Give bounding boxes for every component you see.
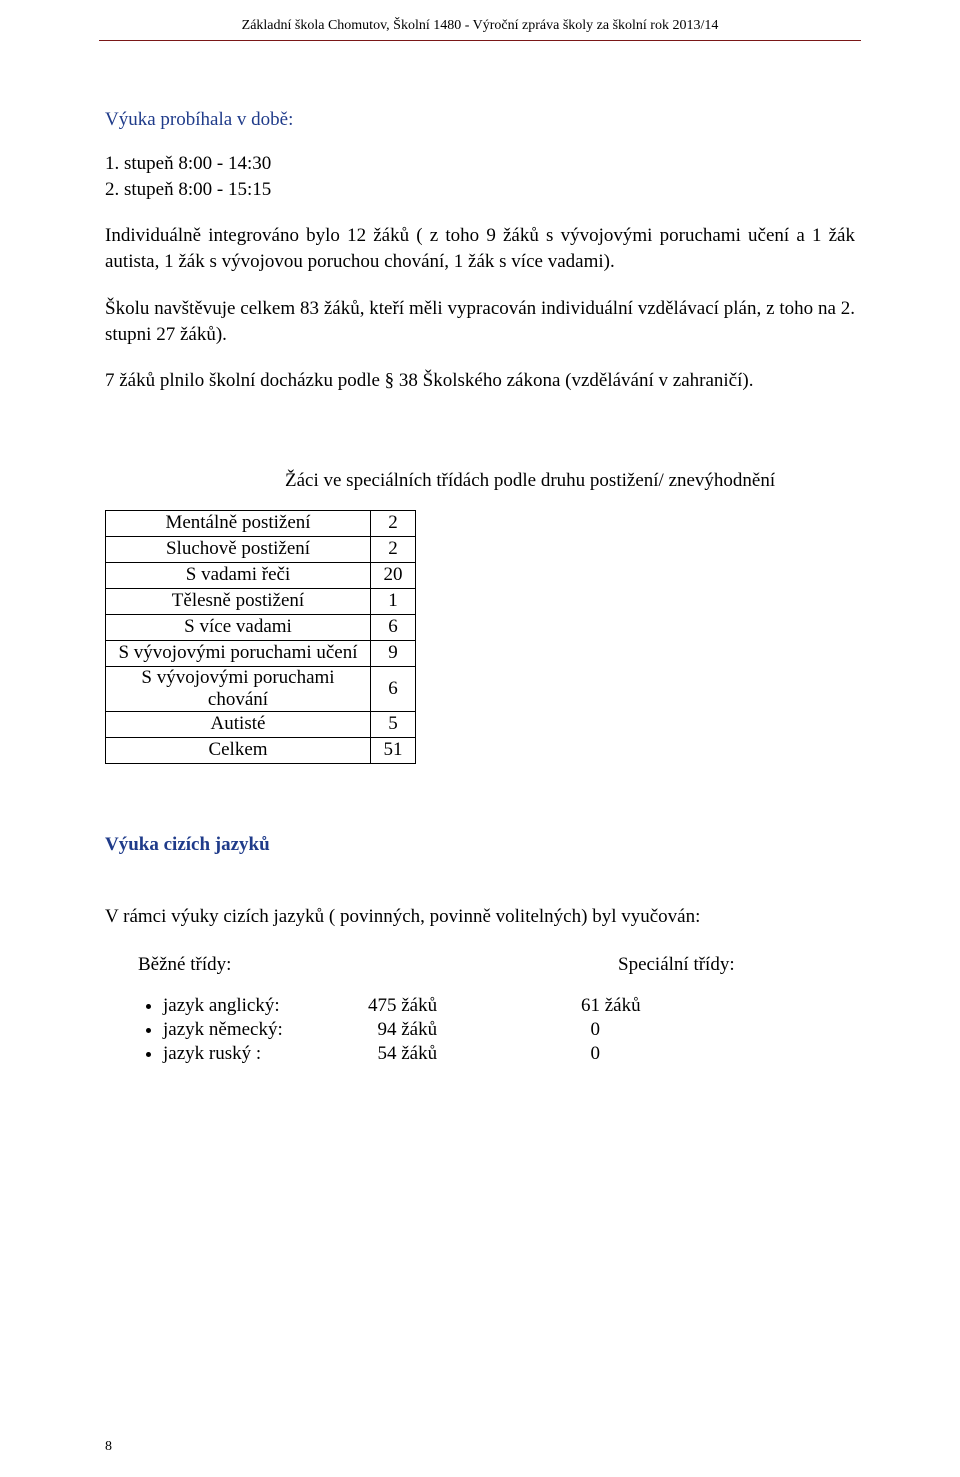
table-cell-value: 2 (371, 510, 416, 536)
languages-list: jazyk anglický: 475 žáků 61 žáků jazyk n… (105, 994, 855, 1066)
paragraph-1: Individuálně integrováno bylo 12 žáků ( … (105, 223, 855, 274)
header-rule (99, 40, 861, 41)
table-row: Celkem 51 (106, 737, 416, 763)
table-cell-label: Tělesně postižení (106, 588, 371, 614)
paragraph-3: 7 žáků plnilo školní docházku podle § 38… (105, 370, 855, 392)
table-cell-value: 1 (371, 588, 416, 614)
lang-name: jazyk ruský : (163, 1043, 368, 1065)
running-header: Základní škola Chomutov, Školní 1480 - V… (105, 0, 855, 40)
schedule-line-1: 1. stupeň 8:00 - 14:30 (105, 153, 855, 175)
lang-count-special: 0 (581, 1043, 600, 1065)
table-cell-value: 6 (371, 614, 416, 640)
lang-name: jazyk německý: (163, 1019, 368, 1041)
languages-intro: V rámci výuky cizích jazyků ( povinných,… (105, 906, 855, 928)
table-row: S vadami řeči 20 (106, 562, 416, 588)
col-title-special: Speciální třídy: (618, 954, 735, 976)
section-title-schedule: Výuka probíhala v době: (105, 109, 855, 131)
list-item: jazyk anglický: 475 žáků 61 žáků (163, 994, 855, 1018)
table-cell-label: S více vadami (106, 614, 371, 640)
table-row: S vývojovými poruchami učení 9 (106, 640, 416, 666)
table-cell-label: S vývojovými poruchami učení (106, 640, 371, 666)
paragraph-2: Školu navštěvuje celkem 83 žáků, kteří m… (105, 296, 855, 347)
lang-count-regular: 54 žáků (368, 1043, 581, 1065)
table-cell-value: 51 (371, 737, 416, 763)
table-cell-label: S vadami řeči (106, 562, 371, 588)
table-row: S vývojovými poruchami chování 6 (106, 666, 416, 711)
col-title-regular: Běžné třídy: (138, 954, 618, 976)
table-cell-value: 5 (371, 711, 416, 737)
table-row: Sluchově postižení 2 (106, 536, 416, 562)
schedule-line-2: 2. stupeň 8:00 - 15:15 (105, 179, 855, 201)
disability-table: Mentálně postižení 2 Sluchově postižení … (105, 510, 416, 764)
page: Základní škola Chomutov, Školní 1480 - V… (0, 0, 960, 1477)
table-cell-value: 20 (371, 562, 416, 588)
table-row: Autisté 5 (106, 711, 416, 737)
section-title-languages: Výuka cizích jazyků (105, 834, 855, 856)
table-cell-label: Autisté (106, 711, 371, 737)
lang-count-regular: 94 žáků (368, 1019, 581, 1041)
page-number: 8 (105, 1439, 112, 1455)
table-cell-label: Celkem (106, 737, 371, 763)
table-row: S více vadami 6 (106, 614, 416, 640)
table-cell-value: 9 (371, 640, 416, 666)
table-cell-label: S vývojovými poruchami chování (106, 666, 371, 711)
lang-count-special: 0 (581, 1019, 600, 1041)
list-item: jazyk ruský : 54 žáků 0 (163, 1042, 855, 1066)
lang-name: jazyk anglický: (163, 995, 368, 1017)
table-row: Mentálně postižení 2 (106, 510, 416, 536)
table-caption: Žáci ve speciálních třídách podle druhu … (285, 470, 855, 492)
languages-column-titles: Běžné třídy: Speciální třídy: (138, 954, 855, 976)
list-item: jazyk německý: 94 žáků 0 (163, 1018, 855, 1042)
table-cell-value: 2 (371, 536, 416, 562)
lang-count-regular: 475 žáků (368, 995, 581, 1017)
lang-count-special: 61 žáků (581, 995, 641, 1017)
table-cell-label: Sluchově postižení (106, 536, 371, 562)
table-cell-label: Mentálně postižení (106, 510, 371, 536)
table-cell-value: 6 (371, 666, 416, 711)
table-row: Tělesně postižení 1 (106, 588, 416, 614)
